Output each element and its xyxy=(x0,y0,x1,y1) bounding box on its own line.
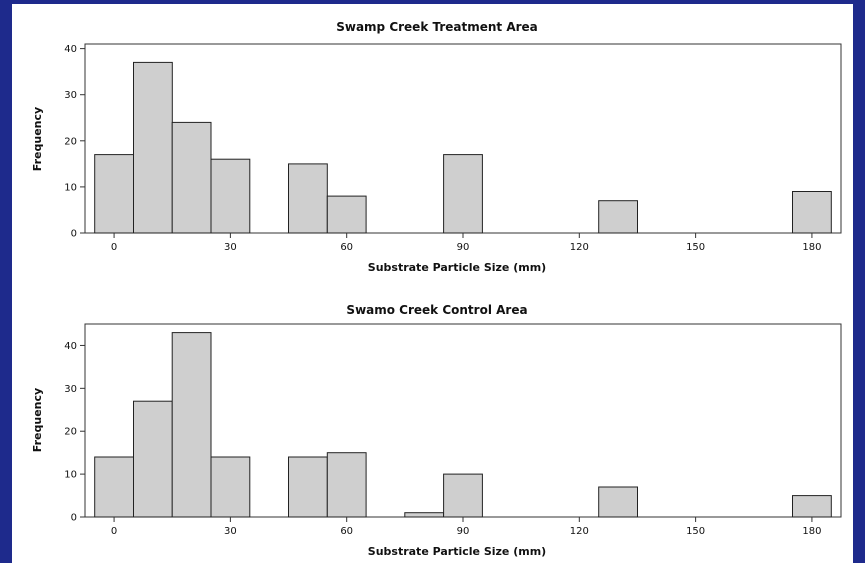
x-tick-label: 120 xyxy=(570,526,589,537)
histogram-figure: Swamp Creek Treatment Area 0 30 60 90 120 150… xyxy=(31,20,842,558)
histogram-bar xyxy=(792,191,832,234)
histogram-bar xyxy=(792,495,832,518)
y-tick-label: 10 xyxy=(64,182,77,193)
x-tick-label: 0 xyxy=(111,526,117,537)
histogram-bar xyxy=(133,400,173,518)
chart-panel: Swamp Creek Treatment Area 0 30 60 90 120 150… xyxy=(12,4,853,563)
y-tick-label: 30 xyxy=(64,384,77,395)
y-tick-label: 20 xyxy=(64,427,77,438)
y-tick-label: 10 xyxy=(64,470,77,481)
histogram-bar xyxy=(94,154,134,234)
x-tick-label: 180 xyxy=(802,526,821,537)
histogram-bar xyxy=(443,154,483,234)
histogram-bar xyxy=(210,158,251,234)
x-tick-label: 150 xyxy=(686,242,705,253)
y-axis-label: Frequency xyxy=(31,107,44,171)
y-tick-label: 30 xyxy=(64,90,77,101)
x-tick-label: 90 xyxy=(457,526,470,537)
x-axis-label: Substrate Particle Size (mm) xyxy=(368,545,546,558)
histogram-bar xyxy=(326,195,367,234)
y-axis-ticks: 0 10 20 30 40 xyxy=(64,341,85,524)
bars xyxy=(94,332,832,518)
histogram-bar xyxy=(326,452,367,518)
x-axis-label: Substrate Particle Size (mm) xyxy=(368,261,546,274)
histogram-bar xyxy=(598,486,639,518)
histogram-bar xyxy=(404,512,445,518)
x-tick-label: 150 xyxy=(686,526,705,537)
histogram-bar xyxy=(598,200,639,234)
chart-title: Swamp Creek Treatment Area xyxy=(336,20,538,34)
control-area-histogram: Swamo Creek Control Area 0 30 60 90 120 150 18… xyxy=(31,303,842,558)
y-tick-label: 40 xyxy=(64,44,77,55)
x-tick-label: 30 xyxy=(224,242,237,253)
y-tick-label: 0 xyxy=(71,513,77,524)
histogram-bar xyxy=(171,332,212,518)
bars xyxy=(94,61,832,234)
x-tick-label: 120 xyxy=(570,242,589,253)
x-tick-label: 60 xyxy=(340,526,353,537)
x-tick-label: 180 xyxy=(802,242,821,253)
x-tick-label: 0 xyxy=(111,242,117,253)
treatment-area-histogram: Swamp Creek Treatment Area 0 30 60 90 120 150… xyxy=(31,20,842,274)
histogram-bar xyxy=(171,121,212,234)
histogram-bar xyxy=(288,456,328,518)
x-axis-ticks: 0 30 60 90 120 150 180 xyxy=(111,233,821,253)
y-axis-ticks: 0 10 20 30 40 xyxy=(64,44,85,240)
histogram-bar xyxy=(210,456,251,518)
y-axis-label: Frequency xyxy=(31,388,44,452)
y-tick-label: 0 xyxy=(71,229,77,240)
x-axis-ticks: 0 30 60 90 120 150 180 xyxy=(111,517,821,537)
histogram-bar xyxy=(133,61,173,234)
x-tick-label: 30 xyxy=(224,526,237,537)
histogram-bar xyxy=(288,163,328,234)
histogram-bar xyxy=(443,473,483,518)
y-tick-label: 40 xyxy=(64,341,77,352)
histogram-bar xyxy=(94,456,134,518)
y-tick-label: 20 xyxy=(64,136,77,147)
chart-title: Swamo Creek Control Area xyxy=(346,303,527,317)
x-tick-label: 90 xyxy=(457,242,470,253)
x-tick-label: 60 xyxy=(340,242,353,253)
